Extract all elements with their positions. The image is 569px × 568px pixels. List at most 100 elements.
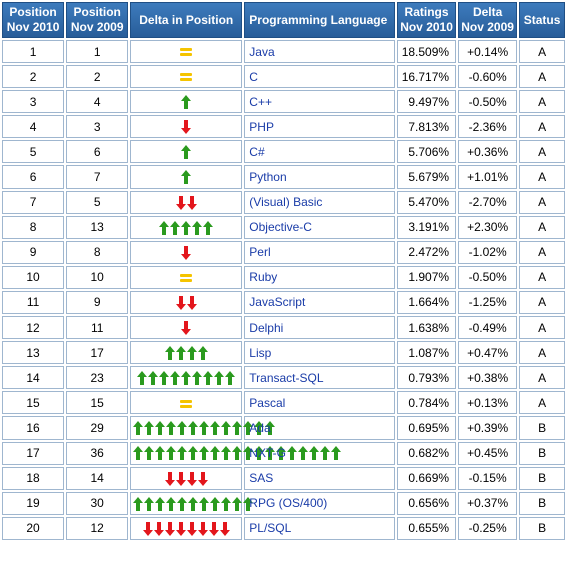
table-row: 15 15 Pascal 0.784% +0.13% A	[2, 391, 565, 415]
arrow-up-icon	[210, 421, 221, 436]
arrow-up-icon	[309, 446, 320, 461]
arrow-up-icon	[177, 496, 188, 511]
arrow-up-icon	[197, 346, 208, 361]
cell-language-link[interactable]: Transact-SQL	[244, 366, 396, 390]
cell-position-2009: 9	[66, 290, 129, 315]
arrow-up-icon	[159, 220, 170, 235]
cell-delta-position	[130, 441, 342, 465]
cell-delta-rating: -0.15%	[458, 466, 518, 490]
cell-delta-position	[130, 391, 243, 415]
cell-rating: 9.497%	[397, 90, 457, 114]
cell-delta-rating: +0.39%	[458, 416, 518, 440]
cell-position-2009: 14	[66, 466, 129, 490]
arrow-down-icon	[219, 521, 230, 536]
cell-rating: 1.087%	[397, 341, 457, 365]
table-row: 13 17 Lisp 1.087% +0.47% A	[2, 341, 565, 365]
cell-position-2010: 14	[2, 366, 65, 390]
cell-delta-position	[130, 416, 276, 440]
table-row: 18 14 SAS 0.669% -0.15% B	[2, 466, 565, 490]
cell-language-link[interactable]: RPG (OS/400)	[244, 491, 396, 515]
cell-language-link[interactable]: SAS	[244, 466, 396, 490]
cell-position-2010: 9	[2, 240, 65, 264]
arrow-down-icon	[181, 320, 192, 335]
arrow-up-icon	[221, 446, 232, 461]
header-delta-rating[interactable]: Delta Nov 2009	[458, 2, 518, 38]
arrow-up-icon	[133, 496, 144, 511]
cell-delta-rating: -0.50%	[458, 90, 518, 114]
cell-language-link[interactable]: Lisp	[244, 341, 396, 365]
arrow-down-icon	[175, 295, 186, 310]
cell-language-link[interactable]: Pascal	[244, 391, 396, 415]
cell-language-link[interactable]: Ruby	[244, 265, 396, 289]
cell-position-2009: 3	[66, 115, 129, 139]
arrow-up-icon	[214, 371, 225, 386]
header-ratings[interactable]: Ratings Nov 2010	[397, 2, 457, 38]
cell-position-2010: 11	[2, 290, 65, 315]
arrow-up-icon	[144, 496, 155, 511]
cell-delta-position	[130, 165, 243, 189]
header-row: Position Nov 2010 Position Nov 2009 Delta …	[2, 2, 565, 38]
arrow-down-icon	[142, 521, 153, 536]
cell-position-2010: 7	[2, 190, 65, 214]
arrow-up-icon	[221, 496, 232, 511]
arrow-up-icon	[170, 371, 181, 386]
cell-language-link[interactable]: NXT-G	[244, 441, 396, 465]
cell-status: B	[519, 416, 565, 440]
cell-position-2009: 36	[66, 441, 129, 465]
table-row: 3 4 C++ 9.497% -0.50% A	[2, 90, 565, 114]
cell-language-link[interactable]: Objective-C	[244, 215, 396, 239]
arrow-down-icon	[175, 471, 186, 486]
header-delta-position[interactable]: Delta in Position	[130, 2, 243, 38]
arrow-up-icon	[203, 220, 214, 235]
cell-position-2010: 1	[2, 40, 65, 64]
cell-rating: 5.470%	[397, 190, 457, 214]
arrow-up-icon	[133, 421, 144, 436]
arrow-down-icon	[175, 521, 186, 536]
cell-rating: 0.655%	[397, 516, 457, 540]
cell-language-link[interactable]: C++	[244, 90, 396, 114]
header-language[interactable]: Programming Language	[244, 2, 396, 38]
arrow-up-icon	[164, 346, 175, 361]
cell-language-link[interactable]: Java	[244, 40, 396, 64]
arrow-up-icon	[210, 496, 221, 511]
table-row: 5 6 C# 5.706% +0.36% A	[2, 140, 565, 164]
arrow-up-icon	[210, 446, 221, 461]
arrow-down-icon	[164, 471, 175, 486]
arrow-up-icon	[221, 421, 232, 436]
arrow-up-icon	[155, 421, 166, 436]
arrow-up-icon	[166, 446, 177, 461]
cell-language-link[interactable]: Python	[244, 165, 396, 189]
arrow-up-icon	[181, 371, 192, 386]
cell-language-link[interactable]: (Visual) Basic	[244, 190, 396, 214]
cell-language-link[interactable]: Delphi	[244, 316, 396, 340]
cell-position-2009: 17	[66, 341, 129, 365]
cell-position-2010: 13	[2, 341, 65, 365]
cell-delta-position	[130, 140, 243, 164]
arrow-down-icon	[197, 521, 208, 536]
header-status[interactable]: Status	[519, 2, 565, 38]
cell-language-link[interactable]: Perl	[244, 240, 396, 264]
cell-delta-position	[130, 40, 243, 64]
cell-delta-rating: -2.36%	[458, 115, 518, 139]
arrow-up-icon	[148, 371, 159, 386]
cell-language-link[interactable]: C#	[244, 140, 396, 164]
header-position-2010[interactable]: Position Nov 2010	[2, 2, 65, 38]
cell-delta-position	[130, 366, 243, 390]
cell-language-link[interactable]: JavaScript	[244, 290, 396, 315]
arrow-up-icon	[181, 170, 192, 185]
equal-icon	[180, 399, 193, 408]
cell-position-2010: 3	[2, 90, 65, 114]
header-position-2009[interactable]: Position Nov 2009	[66, 2, 129, 38]
arrow-up-icon	[170, 220, 181, 235]
cell-delta-position	[130, 341, 243, 365]
cell-language-link[interactable]: PHP	[244, 115, 396, 139]
cell-language-link[interactable]: C	[244, 65, 396, 89]
cell-language-link[interactable]: PL/SQL	[244, 516, 396, 540]
table-row: 8 13 Objective-C 3.191% +2.30% A	[2, 215, 565, 239]
arrow-up-icon	[188, 421, 199, 436]
arrow-up-icon	[181, 220, 192, 235]
cell-status: A	[519, 165, 565, 189]
arrow-down-icon	[186, 295, 197, 310]
cell-rating: 0.793%	[397, 366, 457, 390]
cell-language-link[interactable]: Ada	[244, 416, 396, 440]
